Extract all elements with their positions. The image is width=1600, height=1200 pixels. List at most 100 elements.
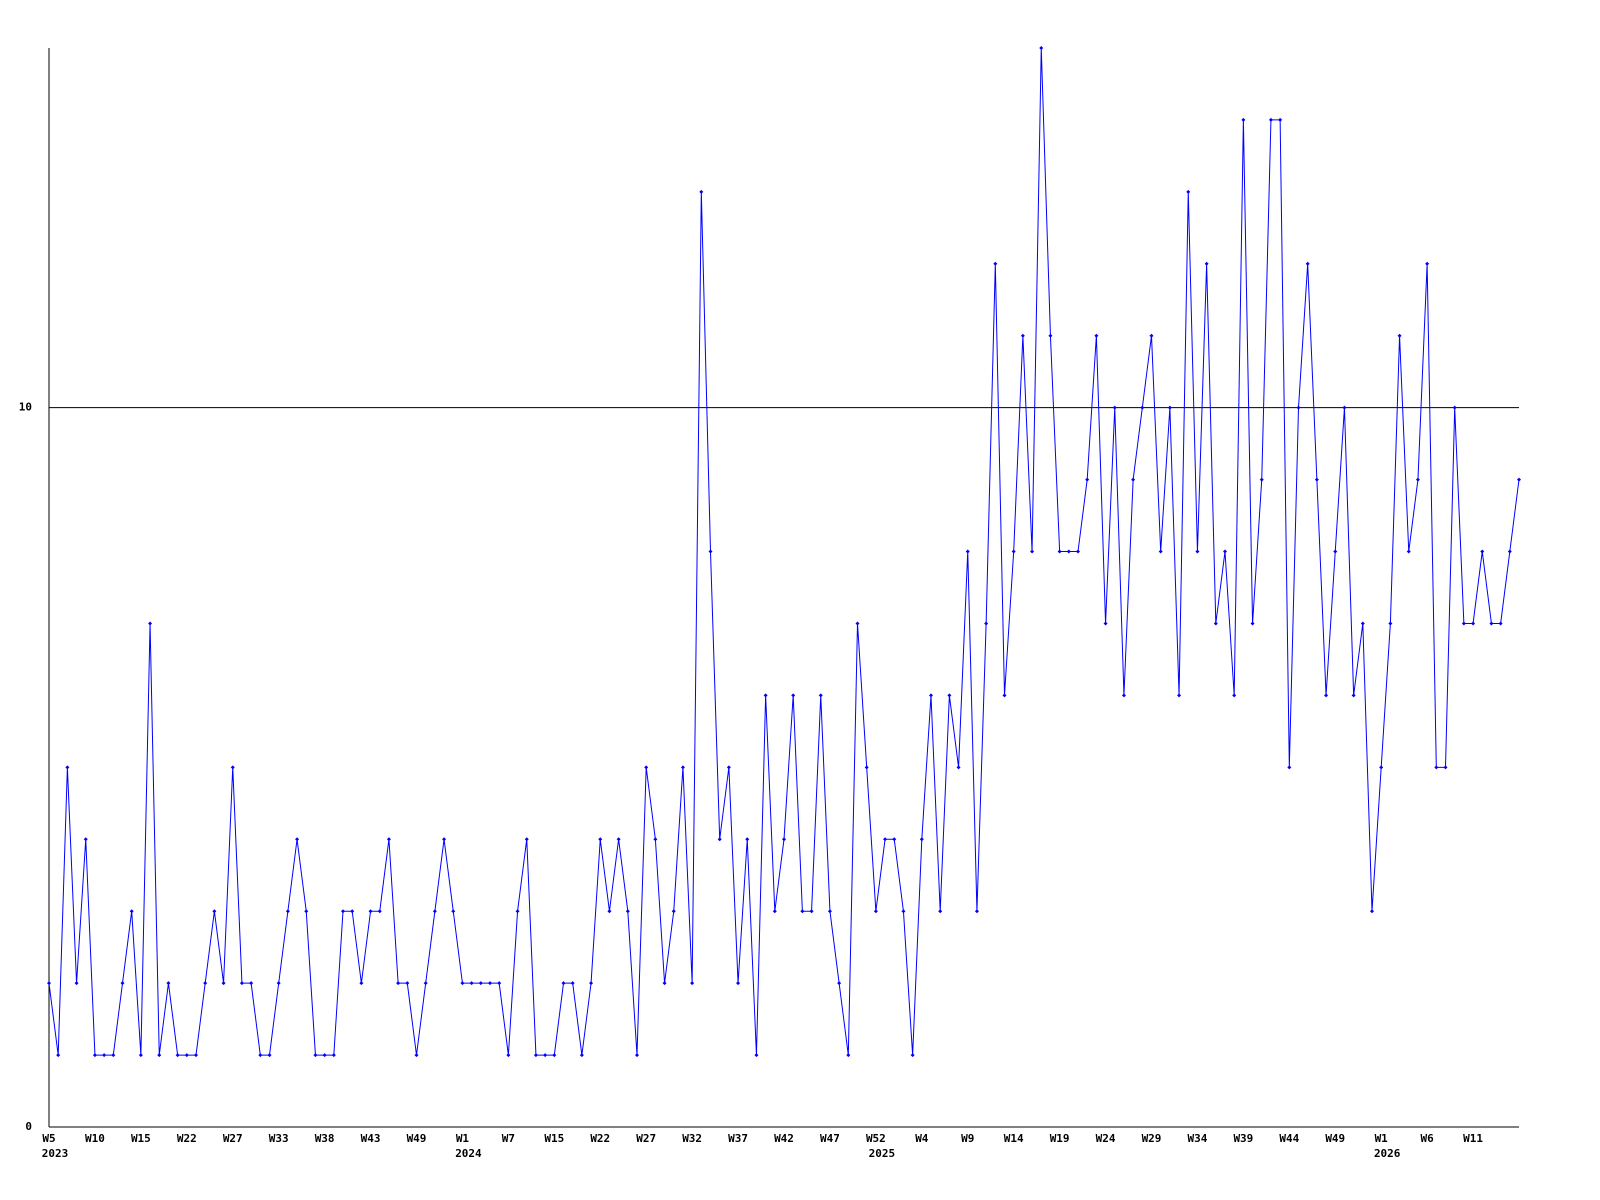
x-tick-label: W42 xyxy=(774,1132,794,1145)
point xyxy=(892,837,897,842)
x-year-label: 2026 xyxy=(1374,1147,1401,1160)
point xyxy=(1397,333,1402,338)
x-tick-label: W15 xyxy=(131,1132,151,1145)
point xyxy=(1195,549,1200,554)
point xyxy=(855,621,860,626)
point xyxy=(919,837,924,842)
point xyxy=(460,981,465,986)
x-tick-label: W37 xyxy=(728,1132,748,1145)
x-tick-label: W22 xyxy=(590,1132,610,1145)
point xyxy=(938,909,943,914)
point xyxy=(74,981,79,986)
point xyxy=(1158,549,1163,554)
point xyxy=(175,1053,180,1058)
x-tick-label: W49 xyxy=(1325,1132,1345,1145)
point xyxy=(295,837,300,842)
point xyxy=(423,981,428,986)
point xyxy=(974,909,979,914)
point xyxy=(809,909,814,914)
point xyxy=(561,981,566,986)
point xyxy=(442,837,447,842)
point xyxy=(1471,621,1476,626)
point xyxy=(129,909,134,914)
x-tick-label: W27 xyxy=(223,1132,243,1145)
point xyxy=(1076,549,1080,554)
point xyxy=(699,189,704,194)
point xyxy=(1296,405,1301,410)
point xyxy=(203,981,208,986)
point xyxy=(515,909,520,914)
point xyxy=(65,765,70,770)
point xyxy=(635,1053,639,1058)
point xyxy=(598,837,603,842)
point xyxy=(552,1053,557,1058)
point xyxy=(1333,549,1338,554)
x-year-label: 2025 xyxy=(869,1147,896,1160)
point xyxy=(157,1053,162,1058)
x-tick-label: W49 xyxy=(407,1132,427,1145)
point xyxy=(1480,549,1485,554)
x-tick-label: W38 xyxy=(315,1132,335,1145)
point xyxy=(570,981,575,986)
point xyxy=(910,1053,915,1058)
point xyxy=(184,1053,189,1058)
point xyxy=(56,1053,61,1058)
x-tick-label: W44 xyxy=(1279,1132,1299,1145)
x-tick-label: W10 xyxy=(85,1132,105,1145)
point xyxy=(1388,621,1393,626)
x-tick-label: W39 xyxy=(1233,1132,1253,1145)
point xyxy=(993,261,998,266)
x-tick-label: W24 xyxy=(1096,1132,1116,1145)
point xyxy=(1131,477,1136,482)
point xyxy=(1507,549,1512,554)
x-tick-label: W33 xyxy=(269,1132,289,1145)
x-tick-label: W52 xyxy=(866,1132,886,1145)
point xyxy=(194,1053,198,1058)
point xyxy=(1452,405,1457,410)
point xyxy=(1223,549,1227,554)
point xyxy=(1094,333,1099,338)
point xyxy=(1314,477,1319,482)
point xyxy=(1112,405,1117,410)
point xyxy=(726,765,731,770)
point xyxy=(1461,621,1466,626)
x-tick-label: W4 xyxy=(915,1132,929,1145)
point xyxy=(258,1053,263,1058)
point xyxy=(83,837,88,842)
point xyxy=(469,981,474,986)
point xyxy=(965,549,970,554)
point xyxy=(1287,765,1292,770)
point xyxy=(1351,693,1356,698)
point xyxy=(239,981,244,986)
point xyxy=(1167,405,1172,410)
point xyxy=(331,1053,336,1058)
x-tick-label: W9 xyxy=(961,1132,974,1145)
point xyxy=(1425,261,1430,266)
point xyxy=(1517,477,1521,482)
point xyxy=(690,981,695,986)
point xyxy=(1278,117,1283,122)
point xyxy=(1213,621,1218,626)
x-year-label: 2024 xyxy=(455,1147,482,1160)
point xyxy=(1121,693,1126,698)
point xyxy=(864,765,869,770)
x-tick-label: W27 xyxy=(636,1132,656,1145)
point xyxy=(1204,261,1209,266)
point xyxy=(1177,693,1182,698)
point xyxy=(579,1053,584,1058)
point xyxy=(497,981,502,986)
point xyxy=(754,1053,759,1058)
x-tick-label: W1 xyxy=(1375,1132,1389,1145)
point xyxy=(386,837,391,842)
point xyxy=(1066,549,1071,554)
point xyxy=(1085,477,1090,482)
point xyxy=(745,837,750,842)
point xyxy=(506,1053,511,1058)
point xyxy=(625,909,630,914)
x-tick-label: W15 xyxy=(544,1132,564,1145)
point xyxy=(763,693,768,698)
point xyxy=(800,909,805,914)
point xyxy=(543,1053,548,1058)
x-tick-label: W43 xyxy=(361,1132,381,1145)
